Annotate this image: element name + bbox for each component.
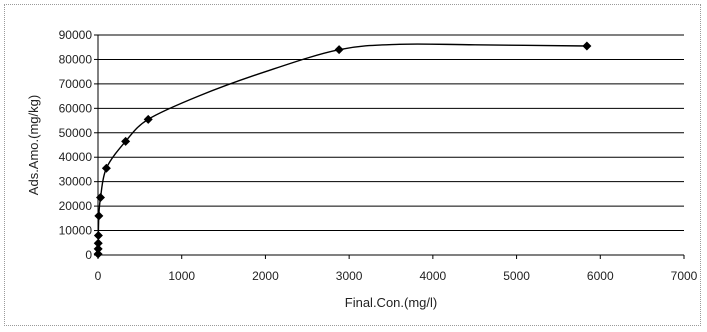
x-tick-label: 5000 <box>503 269 530 283</box>
x-tick-labels: 0 1000 2000 3000 4000 5000 6000 7000 <box>95 269 698 283</box>
y-tick-label: 20000 <box>59 199 93 213</box>
data-point <box>93 244 103 254</box>
y-tick-label: 40000 <box>59 150 93 164</box>
data-point <box>94 211 104 221</box>
data-point <box>143 114 153 124</box>
y-tick-label: 10000 <box>59 224 93 238</box>
axes <box>97 35 685 259</box>
y-tick-label: 30000 <box>59 175 93 189</box>
x-tick-label: 4000 <box>420 269 447 283</box>
x-tick-label: 1000 <box>168 269 195 283</box>
x-tick-label: 6000 <box>587 269 614 283</box>
y-tick-label: 0 <box>85 248 92 262</box>
y-tick-label: 90000 <box>59 28 93 42</box>
data-point <box>101 163 111 173</box>
gridlines <box>94 34 684 256</box>
data-point <box>334 45 344 55</box>
data-point <box>93 249 103 259</box>
y-tick-label: 60000 <box>59 101 93 115</box>
x-tick-label: 0 <box>95 269 102 283</box>
trend-curve <box>97 43 587 256</box>
x-tick-label: 2000 <box>252 269 279 283</box>
data-point <box>93 238 103 248</box>
x-tick-label: 3000 <box>336 269 363 283</box>
x-tick-label: 7000 <box>671 269 698 283</box>
data-point <box>121 136 131 146</box>
data-points <box>93 41 592 259</box>
y-tick-label: 70000 <box>59 77 93 91</box>
y-tick-label: 80000 <box>59 52 93 66</box>
y-axis-title: Ads.Amo.(mg/kg) <box>26 95 41 195</box>
trend-curve-layer <box>97 43 587 256</box>
x-axis-title: Final.Con.(mg/l) <box>345 295 437 310</box>
y-tick-labels: 0 10000 20000 30000 40000 50000 60000 70000 8000… <box>59 28 93 262</box>
data-point <box>96 193 106 203</box>
data-point <box>93 230 103 240</box>
data-point <box>582 41 592 51</box>
y-tick-label: 50000 <box>59 126 93 140</box>
chart-frame <box>4 4 701 326</box>
